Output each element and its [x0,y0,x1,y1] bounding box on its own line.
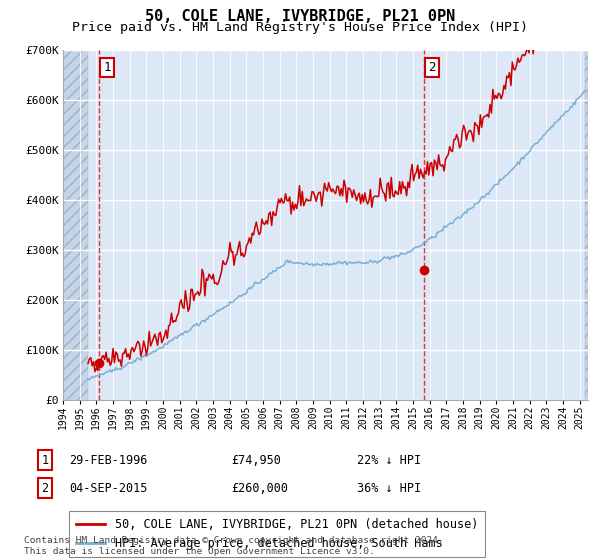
Bar [584,50,588,400]
Text: £74,950: £74,950 [231,454,281,467]
Text: 29-FEB-1996: 29-FEB-1996 [69,454,148,467]
Legend: 50, COLE LANE, IVYBRIDGE, PL21 0PN (detached house), HPI: Average price, detache: 50, COLE LANE, IVYBRIDGE, PL21 0PN (deta… [69,511,485,557]
Text: 04-SEP-2015: 04-SEP-2015 [69,482,148,495]
Text: £260,000: £260,000 [231,482,288,495]
Text: 2: 2 [41,482,49,495]
Text: 36% ↓ HPI: 36% ↓ HPI [357,482,421,495]
Text: 1: 1 [41,454,49,467]
Text: 22% ↓ HPI: 22% ↓ HPI [357,454,421,467]
Text: Contains HM Land Registry data © Crown copyright and database right 2024.
This d: Contains HM Land Registry data © Crown c… [24,536,444,556]
Text: 2: 2 [428,61,436,74]
Text: 50, COLE LANE, IVYBRIDGE, PL21 0PN: 50, COLE LANE, IVYBRIDGE, PL21 0PN [145,9,455,24]
Text: Price paid vs. HM Land Registry's House Price Index (HPI): Price paid vs. HM Land Registry's House … [72,21,528,34]
Bar [63,50,88,400]
Bar [584,50,588,400]
Bar [63,50,88,400]
Text: 1: 1 [103,61,110,74]
